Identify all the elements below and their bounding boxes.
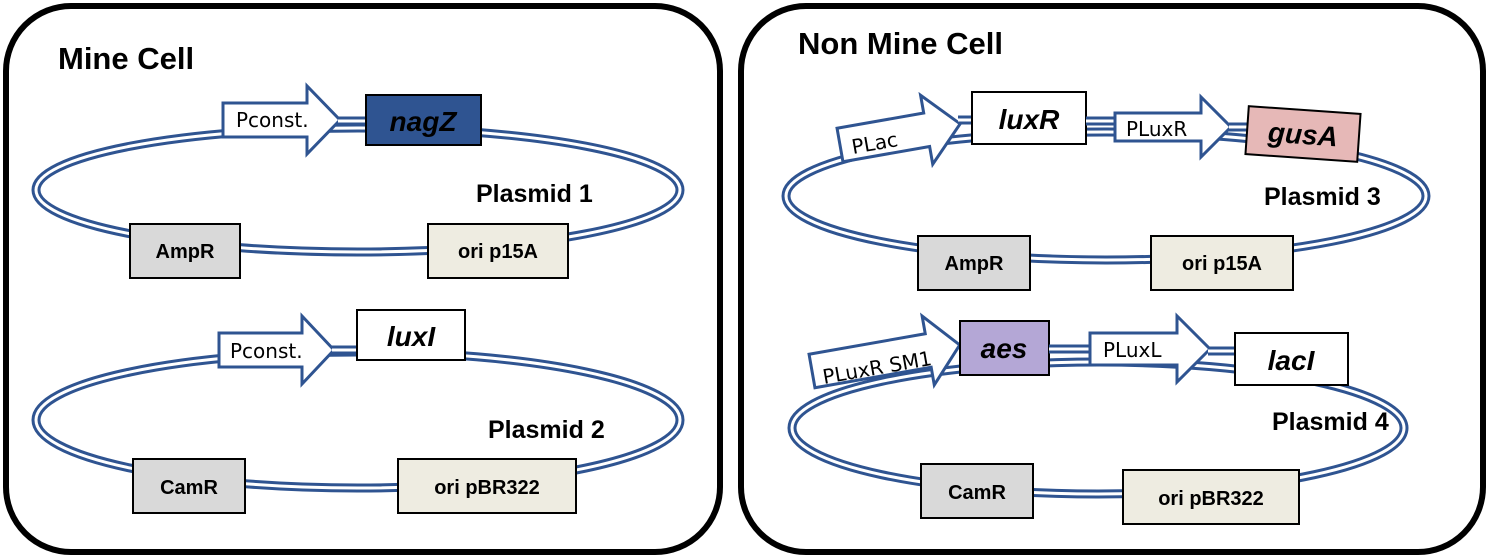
gene-box-nagz (365, 94, 482, 146)
ori-box (1122, 469, 1300, 525)
ori-label: ori pBR322 (1158, 488, 1264, 510)
promoter-label: Pconst. (230, 339, 303, 363)
marker-label: AmpR (156, 241, 215, 263)
plasmid-4: PLuxR SM1 aes PLuxL lacI Plasmid 4 CamR … (787, 312, 1409, 525)
ori-label: ori pBR322 (434, 477, 540, 499)
ori-box (1150, 235, 1294, 291)
promoter-label: PLuxR (1126, 117, 1187, 141)
plasmid-label: Plasmid 2 (488, 416, 605, 444)
promoter-arrow (217, 312, 337, 388)
gene-box-luxr (971, 91, 1087, 145)
promoter-arrow (221, 82, 343, 158)
plasmid-3: PLac luxR PLuxR gusA Plasmid 3 AmpR ori … (781, 91, 1431, 291)
marker-box (920, 463, 1034, 519)
mine-cell-boundary (3, 3, 723, 555)
marker-label: CamR (948, 482, 1006, 504)
gene-box-luxi (356, 309, 466, 361)
marker-label: AmpR (945, 253, 1004, 275)
gene-label: luxI (387, 321, 436, 352)
gene-label: lacI (1268, 345, 1316, 376)
plasmid-label: Plasmid 1 (476, 180, 593, 208)
plasmid-label: Plasmid 4 (1272, 408, 1389, 436)
marker-box (132, 458, 246, 514)
ori-label: ori p15A (458, 241, 538, 263)
marker-box (129, 223, 241, 279)
mine-cell-title: Mine Cell (58, 41, 194, 76)
gene-box-aes (959, 320, 1050, 376)
ori-box (427, 223, 569, 279)
marker-label: CamR (160, 477, 218, 499)
marker-box (917, 235, 1031, 291)
gene-label: aes (981, 333, 1028, 364)
gene-label: luxR (999, 104, 1060, 135)
gene-label: nagZ (390, 106, 458, 137)
promoter-arrow (807, 312, 962, 390)
plasmid-label: Plasmid 3 (1264, 183, 1381, 211)
promoter-label: PLuxL (1103, 338, 1162, 362)
non-mine-cell-title: Non Mine Cell (798, 26, 1003, 61)
gene-label: gusA (1266, 117, 1339, 153)
promoter-arrow (1113, 93, 1234, 161)
gene-box-laci (1234, 332, 1349, 386)
gene-box-gusa (1244, 105, 1362, 163)
plasmid-2: Pconst. luxI Plasmid 2 CamR ori pBR322 (31, 309, 685, 514)
promoter-label: Pconst. (236, 108, 309, 132)
ori-box (397, 458, 577, 514)
ori-label: ori p15A (1182, 253, 1262, 275)
promoter-arrow (835, 91, 963, 169)
plasmid-1: Pconst. nagZ Plasmid 1 AmpR ori p15A (31, 82, 685, 279)
promoter-arrow (1088, 312, 1213, 386)
